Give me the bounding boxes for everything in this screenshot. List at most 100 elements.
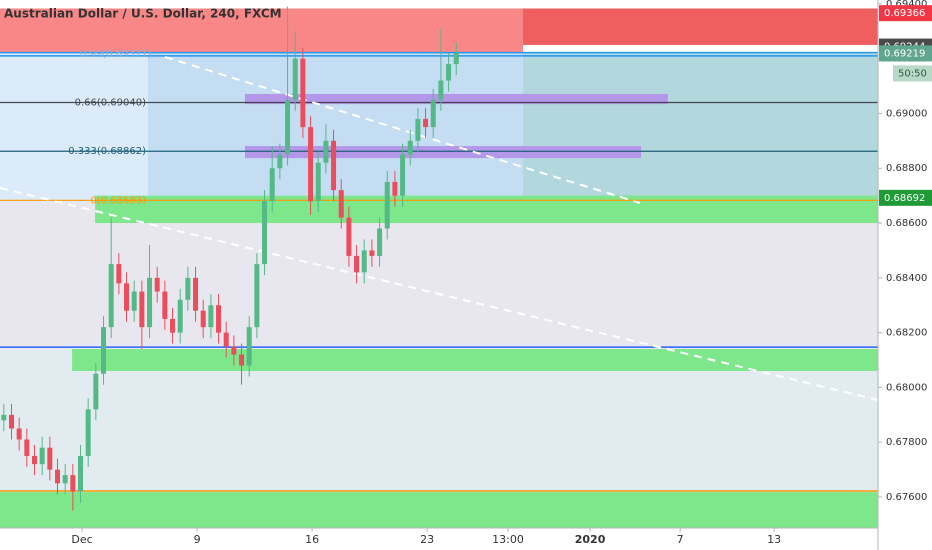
candle-body xyxy=(384,181,390,229)
zone xyxy=(244,93,668,105)
fib-label: 0.66(0.69040) xyxy=(75,97,147,108)
candle-body xyxy=(262,201,268,265)
candle-body xyxy=(177,299,183,333)
candle-body xyxy=(1,414,7,421)
x-tick-label: 9 xyxy=(194,533,201,546)
candle-body xyxy=(400,154,406,196)
y-tick-label: 0.69000 xyxy=(886,108,927,119)
candle-body xyxy=(208,305,214,328)
x-tick-label: 2020 xyxy=(575,533,606,546)
zone xyxy=(0,492,878,528)
candle-body xyxy=(331,140,337,191)
fib-label: 0.333(0.68862) xyxy=(68,146,146,157)
candle-body xyxy=(9,414,15,429)
ratio-tag xyxy=(893,65,932,82)
candle-body xyxy=(377,228,383,256)
candle-body xyxy=(200,310,206,328)
price-tag xyxy=(879,45,932,62)
x-tick-label: Dec xyxy=(71,533,92,546)
y-tick-label: 0.68400 xyxy=(886,273,927,284)
candle-body xyxy=(407,140,413,155)
candle-body xyxy=(55,469,61,484)
y-tick-label: 0.68600 xyxy=(886,218,927,229)
candle-body xyxy=(308,127,314,202)
candle-body xyxy=(16,428,22,440)
price-tag-label: 0.69366 xyxy=(884,8,925,19)
zone xyxy=(522,53,878,201)
x-tick-label: 16 xyxy=(305,533,319,546)
candle-body xyxy=(231,346,237,355)
fib-label: 0(0.68683) xyxy=(90,195,146,206)
candle-body xyxy=(216,305,222,333)
candle-body xyxy=(239,354,245,366)
candle-body xyxy=(323,140,329,163)
x-tick-label: 7 xyxy=(677,533,684,546)
y-tick-label: 0.67600 xyxy=(886,492,927,503)
candle-body xyxy=(47,447,53,470)
candle-body xyxy=(392,181,398,196)
y-tick-label: 0.68800 xyxy=(886,163,927,174)
price-axis xyxy=(878,0,932,550)
price-tag xyxy=(879,189,932,206)
x-tick-label: 13:00 xyxy=(492,533,524,546)
candle-body xyxy=(338,190,344,218)
x-tick-label: 23 xyxy=(420,533,434,546)
zone xyxy=(522,8,878,45)
chart-title: Australian Dollar / U.S. Dollar, 240, FX… xyxy=(4,7,282,21)
candle-body xyxy=(361,250,367,273)
candle-body xyxy=(193,277,199,311)
y-tick-label: 0.69400 xyxy=(886,0,927,10)
zone xyxy=(0,200,878,348)
candle-body xyxy=(423,118,429,128)
candle-body xyxy=(430,99,436,128)
price-tag-label: 0.68692 xyxy=(884,193,925,204)
candle-body xyxy=(223,332,229,347)
candle-body xyxy=(277,154,283,169)
candle-body xyxy=(147,277,153,328)
candle-body xyxy=(24,439,30,456)
candle-body xyxy=(269,168,275,202)
candle-body xyxy=(369,250,375,256)
candle-body xyxy=(93,373,99,410)
y-tick-label: 0.68200 xyxy=(886,328,927,339)
candle-body xyxy=(39,447,45,465)
candle-body xyxy=(62,475,68,484)
candle-body xyxy=(415,118,421,141)
candle-body xyxy=(446,64,452,81)
candle-body xyxy=(354,255,360,273)
candle-body xyxy=(292,58,298,100)
y-tick-label: 0.67800 xyxy=(886,437,927,448)
trend-line xyxy=(0,187,879,401)
candle-body xyxy=(85,409,91,456)
candle-body xyxy=(101,327,107,374)
candle-body xyxy=(116,264,122,284)
zone xyxy=(244,146,642,159)
y-tick-label: 0.68000 xyxy=(886,382,927,393)
candle-body xyxy=(185,277,191,300)
price-tag-label: 0.69219 xyxy=(884,48,925,59)
price-tag xyxy=(879,5,932,22)
candle-body xyxy=(438,80,444,100)
ratio-tag-label: 50:50 xyxy=(898,68,927,79)
candle-body xyxy=(32,455,38,465)
candle-body xyxy=(70,475,76,492)
candle-body xyxy=(170,318,176,333)
zone xyxy=(0,8,523,54)
candle-body xyxy=(246,327,252,366)
zone xyxy=(72,349,879,371)
candle-body xyxy=(453,53,459,65)
candle-body xyxy=(162,291,168,319)
candle-body xyxy=(315,162,321,202)
candle-body xyxy=(139,291,145,328)
candle-body xyxy=(285,99,291,155)
x-tick-label: 13 xyxy=(767,533,781,546)
fib-label: 0.99(0.69371) xyxy=(80,49,152,60)
candle-body xyxy=(154,277,160,292)
candle-body xyxy=(78,455,84,492)
candle-body xyxy=(124,283,130,311)
zone xyxy=(0,53,148,201)
candle-body xyxy=(300,58,306,128)
candle-body xyxy=(254,264,260,328)
candle-body xyxy=(346,217,352,256)
